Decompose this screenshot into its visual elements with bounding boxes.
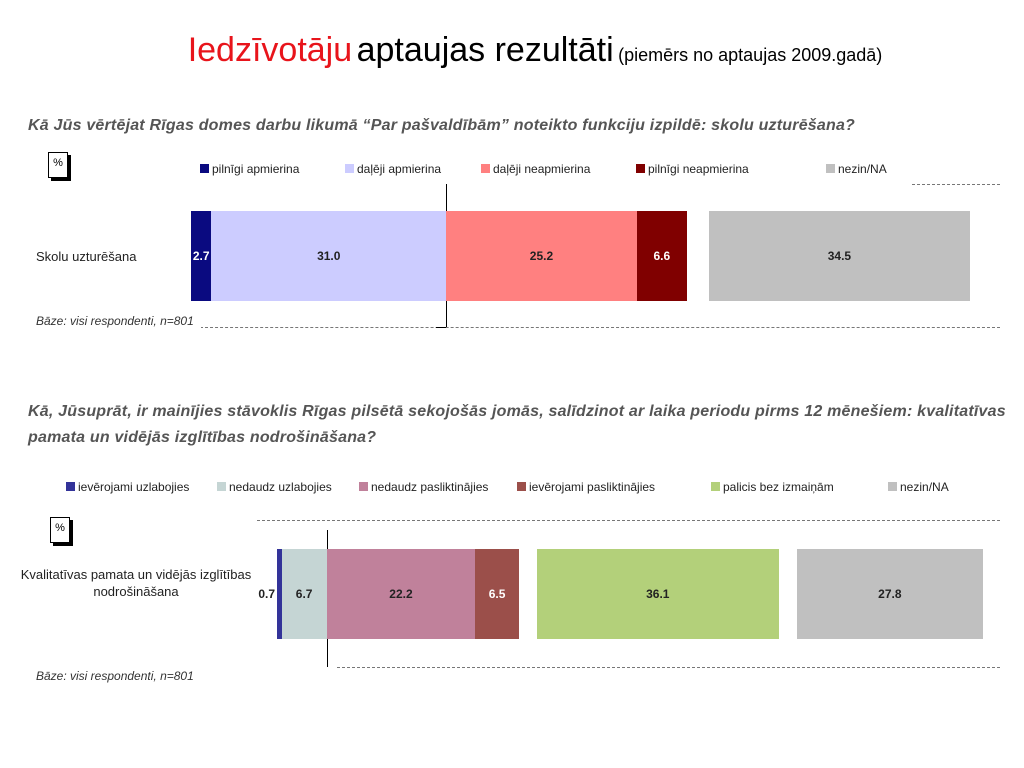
base-note: Bāze: visi respondenti, n=801 xyxy=(36,312,201,330)
value-label: 36.1 xyxy=(646,587,670,601)
value-label: 22.2 xyxy=(389,587,413,601)
legend-swatch xyxy=(200,164,209,173)
bar-segment xyxy=(326,549,476,639)
legend-swatch xyxy=(636,164,645,173)
legend-swatch xyxy=(888,482,897,491)
bar-segment xyxy=(191,211,212,301)
legend-swatch xyxy=(66,482,75,491)
value-label: 25.2 xyxy=(529,249,554,263)
legend-label: nedaudz uzlabojies xyxy=(229,480,332,494)
category-label: Kvalitatīvas pamata un vidējās izglītība… xyxy=(20,567,252,599)
bar-segment xyxy=(211,211,447,301)
dashed-line xyxy=(257,520,1000,521)
legend-swatch xyxy=(359,482,368,491)
bar-segment xyxy=(536,549,779,639)
legend-swatch xyxy=(711,482,720,491)
legend-swatch xyxy=(345,164,354,173)
title-highlight: Iedzīvotāju xyxy=(187,31,353,69)
question: Kā, Jūsuprāt, ir mainījies stāvoklis Rīg… xyxy=(28,403,1006,446)
legend-swatch xyxy=(481,164,490,173)
bar-segment xyxy=(281,549,327,639)
dashed-line xyxy=(912,184,1000,185)
bar-segment xyxy=(446,211,637,301)
legend-label: nezin/NA xyxy=(900,480,949,494)
bar-segment xyxy=(796,549,983,639)
bar-segment xyxy=(708,211,970,301)
question: Kā Jūs vērtējat Rīgas domes darbu likumā… xyxy=(28,117,856,134)
category-label: Skolu uzturēšana xyxy=(36,249,137,264)
legend-label: nedaudz pasliktinājies xyxy=(371,480,489,494)
value-label: 0.7 xyxy=(258,587,275,601)
title-note: (piemērs no aptaujas 2009.gadā) xyxy=(618,45,883,65)
legend-swatch xyxy=(517,482,526,491)
unit-icon: % xyxy=(50,517,70,543)
dashed-line xyxy=(200,327,1000,328)
value-label: 27.8 xyxy=(878,587,902,601)
dashed-line xyxy=(257,667,1000,668)
legend-label: pilnīgi apmierina xyxy=(212,162,300,176)
legend-label: ievērojami uzlabojies xyxy=(78,480,190,494)
value-label: 6.7 xyxy=(295,587,313,601)
title-main: aptaujas rezultāti xyxy=(356,31,614,69)
value-label: 2.7 xyxy=(192,249,210,263)
value-label: 34.5 xyxy=(827,249,852,263)
legend-label: daļēji neapmierina xyxy=(493,162,591,176)
legend-label: daļēji apmierina xyxy=(357,162,442,176)
legend-swatch xyxy=(217,482,226,491)
value-label: 6.6 xyxy=(653,249,671,263)
legend-swatch xyxy=(826,164,835,173)
value-label: 6.5 xyxy=(488,587,506,601)
legend-label: nezin/NA xyxy=(838,162,887,176)
bar-segment xyxy=(277,549,282,639)
unit-icon: % xyxy=(48,152,68,178)
bar-segment xyxy=(475,549,519,639)
legend-label: ievērojami pasliktinājies xyxy=(529,480,656,494)
legend-label: palicis bez izmaiņām xyxy=(723,480,834,494)
slide-title: Iedzīvotāju aptaujas rezultāti (piemērs … xyxy=(110,30,960,77)
bar-segment xyxy=(636,211,687,301)
legend-label: pilnīgi neapmierina xyxy=(648,162,749,176)
divider-foot xyxy=(436,327,447,328)
base-note: Bāze: visi respondenti, n=801 xyxy=(36,667,336,685)
value-label: 31.0 xyxy=(317,249,341,263)
